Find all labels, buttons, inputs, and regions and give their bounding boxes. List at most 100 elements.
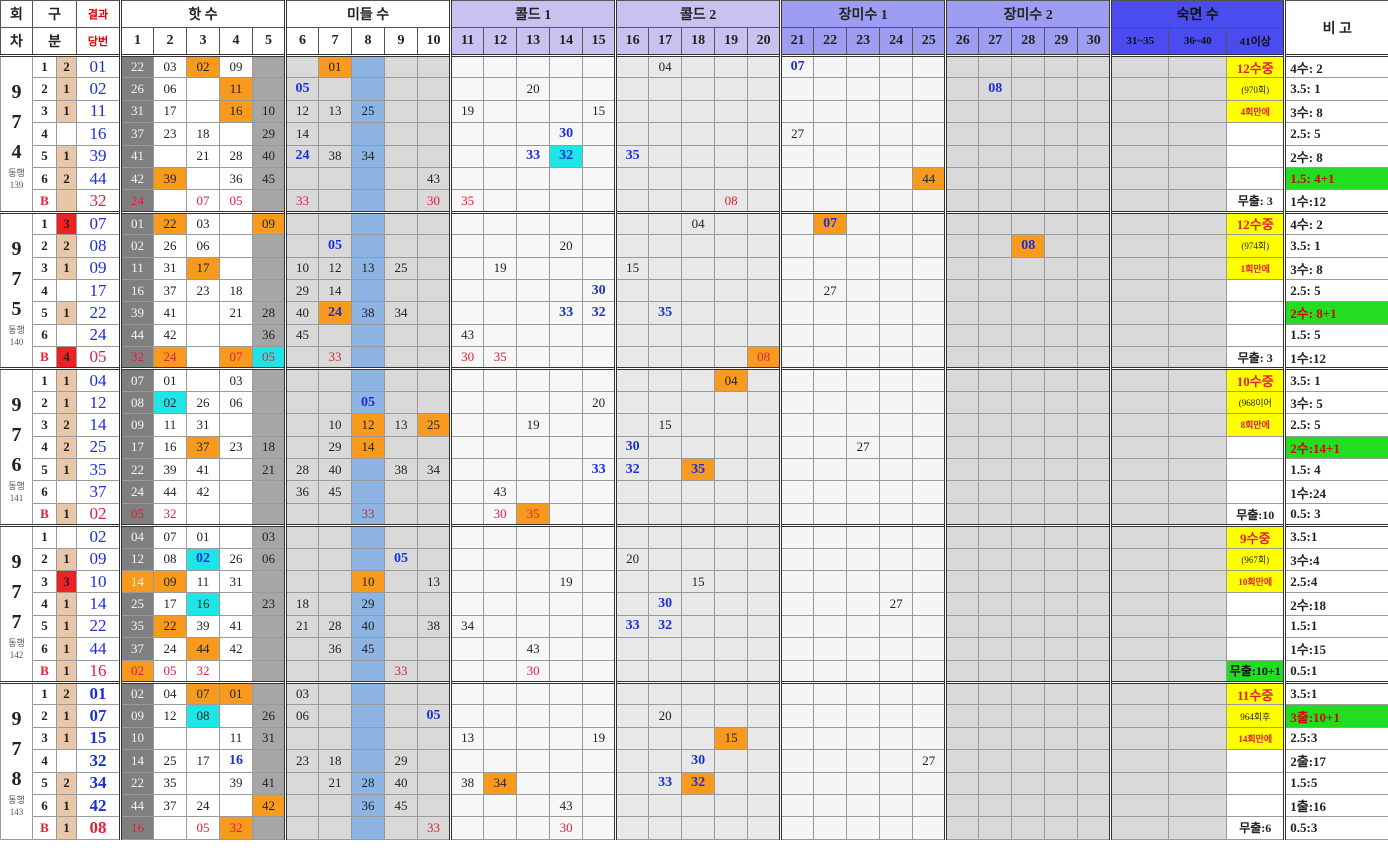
number-cell: 15 <box>648 413 683 437</box>
header-cell: 차 <box>0 27 33 56</box>
number-cell <box>714 166 749 191</box>
number-cell <box>714 122 749 146</box>
header-cell: 회 <box>0 0 33 28</box>
number-cell <box>252 680 287 706</box>
sleep-cell <box>1168 390 1228 415</box>
sleep-cell <box>1168 256 1228 280</box>
number-cell <box>449 659 485 683</box>
number-cell <box>944 278 980 303</box>
number-cell: 41 <box>153 301 188 325</box>
sleep-cell <box>1168 99 1228 124</box>
number-cell <box>747 480 782 504</box>
number-cell: 18 <box>318 749 353 773</box>
division-count: 1 <box>55 256 78 280</box>
round-tag: 동행 <box>8 167 25 178</box>
number-cell: 29 <box>384 749 419 773</box>
division: 4 <box>32 122 57 146</box>
number-cell: 08 <box>747 346 782 370</box>
column-header: 10 <box>417 27 452 56</box>
number-cell: 11 <box>153 413 188 437</box>
column-header: 28 <box>1011 27 1046 56</box>
sleep-note: 8회만에 <box>1226 413 1286 437</box>
number-cell <box>747 680 782 706</box>
number-cell <box>516 367 551 392</box>
number-cell <box>614 122 650 146</box>
number-cell <box>351 749 386 773</box>
column-header: 4 <box>219 27 254 56</box>
number-cell <box>449 278 485 303</box>
number-cell <box>978 210 1013 236</box>
number-cell: 01 <box>186 524 221 549</box>
number-cell: 27 <box>846 435 881 460</box>
sleep-note <box>1226 278 1286 303</box>
number-cell: 06 <box>186 234 221 258</box>
sleep-cell <box>1168 435 1228 460</box>
number-cell <box>714 210 749 236</box>
number-cell: 31 <box>119 99 155 124</box>
number-cell <box>318 390 353 415</box>
number-cell <box>614 680 650 706</box>
remark: 1수:15 <box>1283 637 1388 661</box>
number-cell <box>384 816 419 840</box>
division-count: 1 <box>55 659 78 683</box>
sleep-cell <box>1109 749 1170 773</box>
number-cell <box>1044 323 1079 348</box>
number-cell <box>186 726 221 751</box>
number-cell <box>813 122 848 146</box>
number-cell <box>779 189 815 213</box>
number-cell <box>483 144 518 168</box>
number-cell <box>944 458 980 482</box>
sleep-cell <box>1168 234 1228 258</box>
sleep-note: 무출:10 <box>1226 502 1286 527</box>
number-cell <box>681 793 716 818</box>
sleep-cell <box>1109 77 1170 101</box>
number-cell: 30 <box>614 435 650 460</box>
number-cell <box>582 480 617 504</box>
number-cell <box>648 749 683 773</box>
number-cell <box>483 749 518 773</box>
division-count: 1 <box>55 592 78 616</box>
number-cell: 12 <box>119 547 155 571</box>
number-cell: 37 <box>119 637 155 661</box>
number-cell: 25 <box>384 256 419 280</box>
number-cell <box>1044 502 1079 527</box>
number-cell: 30 <box>648 592 683 616</box>
number-cell <box>846 301 881 325</box>
number-cell <box>1077 637 1112 661</box>
number-cell <box>648 524 683 549</box>
division: 4 <box>32 592 57 616</box>
number-cell <box>483 413 518 437</box>
number-cell: 32 <box>681 771 716 795</box>
number-cell <box>944 234 980 258</box>
division: 3 <box>32 413 57 437</box>
number-cell <box>384 234 419 258</box>
data-row: 6 24 44 42 36 45 43 1.5: 5 <box>1 323 1388 348</box>
number-cell <box>944 614 980 639</box>
number-cell <box>483 323 518 348</box>
number-cell <box>813 435 848 460</box>
number-cell: 08 <box>1011 234 1046 258</box>
division: 1 <box>32 210 57 236</box>
sleep-cell <box>1168 704 1228 728</box>
number-cell <box>1077 346 1112 370</box>
number-cell <box>879 144 914 168</box>
column-header: 21 <box>779 27 815 56</box>
number-cell <box>648 435 683 460</box>
number-cell <box>1044 637 1079 661</box>
number-cell: 34 <box>417 458 452 482</box>
number-cell: 19 <box>549 569 584 594</box>
result: 04 <box>76 367 122 392</box>
number-cell <box>779 256 815 280</box>
number-cell <box>846 189 881 213</box>
number-cell <box>944 210 980 236</box>
number-cell <box>516 189 551 213</box>
number-cell <box>681 367 716 392</box>
number-cell <box>1044 144 1079 168</box>
remark: 1.5:5 <box>1283 771 1388 795</box>
data-row: B 32 24 07 05 33 30 35 08 무출: 3 1수:12 <box>1 189 1388 213</box>
round-digit: 7 <box>11 424 22 447</box>
number-cell <box>384 323 419 348</box>
number-cell <box>449 637 485 661</box>
number-cell <box>879 816 914 840</box>
number-cell <box>449 166 485 191</box>
